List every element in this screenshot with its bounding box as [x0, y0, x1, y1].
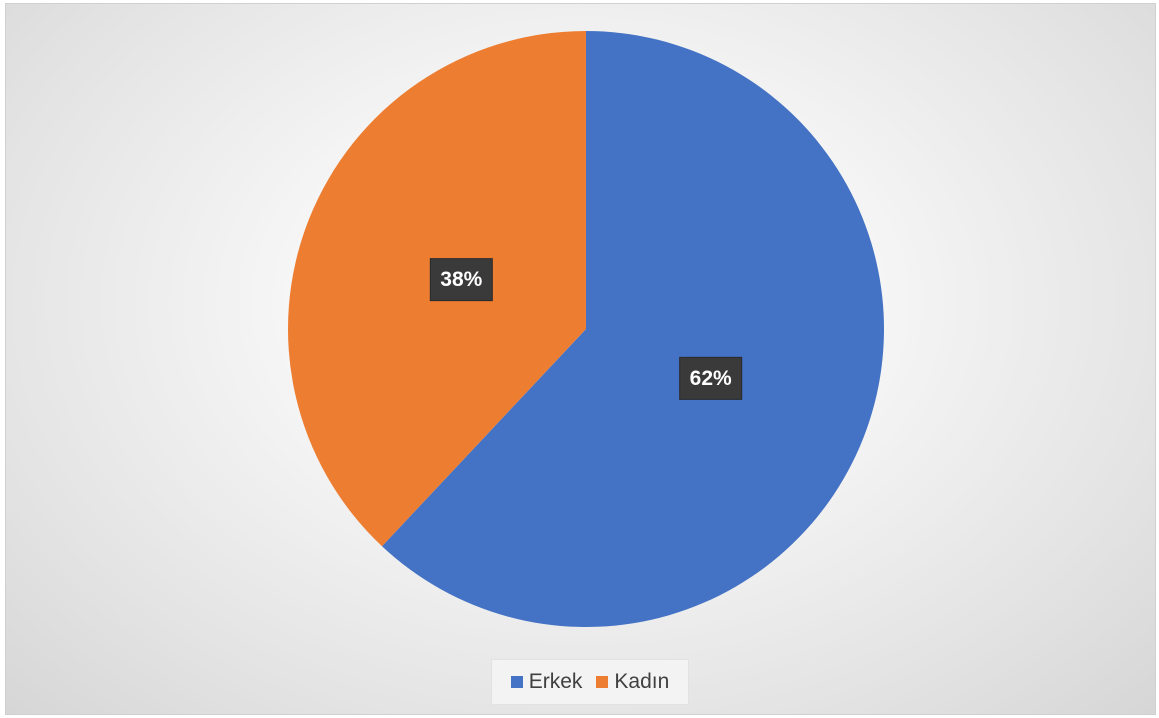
legend: Erkek Kadın	[491, 659, 689, 705]
chart-area: 62% 38% Erkek Kadın	[5, 3, 1156, 715]
data-label-box-kadin	[429, 258, 493, 302]
data-label-box-erkek	[679, 356, 743, 400]
legend-label-kadin: Kadın	[614, 670, 670, 693]
data-label-text-kadin: 38%	[440, 268, 482, 291]
pie-chart: 62% 38%	[288, 31, 884, 627]
data-label-text-erkek: 62%	[690, 367, 732, 390]
pie-slice-erkek	[382, 31, 884, 627]
legend-label-erkek: Erkek	[528, 670, 583, 693]
legend-item-erkek: Erkek	[510, 670, 583, 694]
legend-item-kadin: Kadın	[596, 670, 669, 694]
legend-swatch-erkek	[510, 676, 523, 688]
data-label-kadin: 38%	[429, 258, 493, 302]
data-label-erkek: 62%	[679, 356, 743, 400]
legend-swatch-kadin	[596, 676, 609, 688]
